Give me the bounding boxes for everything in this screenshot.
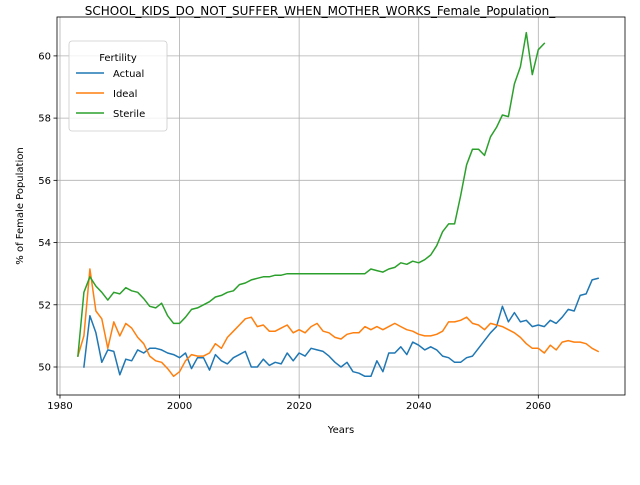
plot-area-frame: [56, 16, 626, 396]
chart-title: SCHOOL_KIDS_DO_NOT_SUFFER_WHEN_MOTHER_WO…: [85, 4, 557, 18]
y-tick-label: 52: [38, 300, 51, 311]
y-axis-ticks: 50 52 54 56 58 60: [38, 51, 57, 374]
y-tick-label: 54: [38, 238, 51, 249]
x-axis-ticks: 1980 2000 2020 2040 2060: [47, 395, 551, 412]
x-tick-label: 2060: [526, 401, 551, 412]
legend-label-actual: Actual: [113, 69, 144, 80]
x-tick-label: 2000: [167, 401, 192, 412]
plot-lines: [76, 31, 600, 378]
legend-label-ideal: Ideal: [113, 89, 137, 100]
series-line-actual: [83, 277, 600, 378]
y-axis-label: % of Female Population: [15, 147, 26, 264]
y-tick-label: 60: [38, 51, 51, 62]
x-tick-label: 2040: [406, 401, 431, 412]
y-tick-label: 50: [38, 363, 51, 374]
legend-label-sterile: Sterile: [113, 109, 145, 120]
legend: Fertility Actual Ideal Sterile: [68, 40, 168, 132]
y-tick-label: 58: [38, 114, 51, 125]
series-line-sterile: [77, 31, 546, 357]
x-tick-label: 1980: [47, 401, 72, 412]
legend-box: [68, 40, 168, 132]
x-axis-label: Years: [327, 425, 354, 436]
y-tick-label: 56: [38, 176, 51, 187]
series-line-ideal: [76, 268, 600, 378]
x-tick-label: 2020: [286, 401, 311, 412]
legend-title: Fertility: [99, 53, 137, 64]
legend-items: Actual Ideal Sterile: [76, 69, 145, 120]
